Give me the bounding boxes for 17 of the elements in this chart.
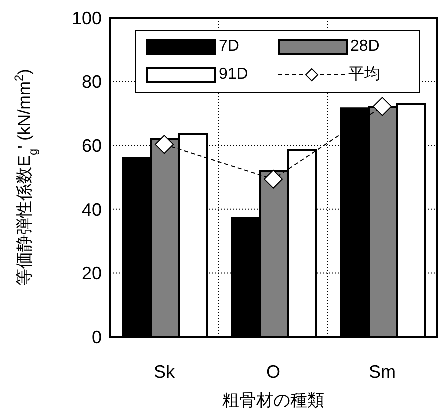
- y-tick-label: 100: [72, 8, 102, 28]
- legend-label: 28D: [350, 38, 380, 56]
- x-axis-title: 粗骨材の種類: [222, 391, 324, 410]
- y-tick-label: 60: [82, 136, 102, 156]
- x-tick-label: Sm: [369, 362, 396, 382]
- point: [155, 135, 174, 154]
- legend-label: 91D: [219, 66, 248, 84]
- legend-label: 7D: [219, 38, 240, 56]
- y-tick-label: 0: [92, 327, 102, 348]
- legend-label: 平均: [348, 65, 380, 85]
- y-tick-label: 80: [82, 72, 102, 92]
- x-tick-label: Sk: [154, 362, 176, 382]
- point: [373, 97, 392, 116]
- y-tick-label: 20: [82, 264, 102, 284]
- y-tick-label: 40: [82, 200, 102, 220]
- x-tick-label: O: [266, 362, 281, 382]
- point: [264, 170, 283, 189]
